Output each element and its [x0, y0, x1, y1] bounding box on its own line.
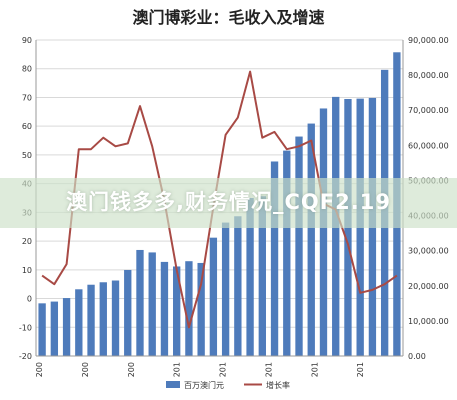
bar [173, 266, 181, 356]
bar [221, 222, 230, 356]
legend: 百万澳门元 增长率 [166, 380, 290, 390]
bar [270, 161, 279, 356]
bar [50, 301, 59, 356]
bar [111, 280, 120, 356]
left-tick-label: 90 [22, 36, 32, 45]
watermark-text: 澳门钱多多,财务情况_CQF2.19 [66, 190, 391, 214]
left-tick-label: -20 [19, 352, 32, 361]
right-tick-label: 70,000.00 [408, 106, 449, 115]
x-tick-label: 201 [173, 362, 182, 377]
chart-title: 澳门博彩业：毛收入及增速 [132, 8, 325, 27]
watermark-banner [0, 178, 457, 228]
x-tick-label: 200 [127, 362, 136, 377]
right-tick-label: 80,000.00 [408, 71, 449, 80]
legend-bar-swatch [166, 381, 180, 388]
x-axis: 200 200 200 201 201 201 201 201 [35, 355, 403, 377]
right-tick-label: 20,000.00 [408, 282, 449, 291]
right-tick-label: 0.00 [408, 352, 426, 361]
bar [136, 249, 144, 356]
left-tick-label: 70 [22, 93, 32, 102]
bar [209, 237, 218, 356]
bar [234, 216, 242, 356]
left-tick-label: -10 [19, 323, 32, 332]
bar [124, 269, 132, 356]
left-tick-label: 0 [27, 295, 32, 304]
right-tick-label: 30,000.00 [408, 247, 449, 256]
bar [319, 108, 328, 356]
x-tick-label: 201 [356, 362, 365, 377]
x-tick-label: 200 [35, 362, 44, 377]
x-tick-label: 201 [219, 362, 228, 377]
bar [148, 252, 156, 356]
bar [62, 298, 71, 356]
right-tick-label: 90,000.00 [408, 36, 449, 45]
right-tick-label: 10,000.00 [408, 317, 449, 326]
right-tick-label: 60,000.00 [408, 141, 449, 150]
x-tick-label: 200 [81, 362, 90, 377]
bar [87, 284, 95, 356]
x-tick-label: 201 [264, 362, 273, 377]
left-tick-label: 60 [22, 122, 32, 131]
legend-line-label: 增长率 [266, 380, 290, 390]
bar [38, 303, 46, 356]
legend-bar-label: 百万澳门元 [184, 380, 224, 390]
bar [246, 198, 254, 356]
left-tick-label: 10 [22, 266, 32, 275]
bar [75, 289, 83, 356]
bar [258, 196, 266, 356]
bar [99, 282, 107, 356]
left-tick-label: 20 [22, 237, 32, 246]
left-tick-label: 50 [22, 151, 32, 160]
bar [160, 261, 169, 356]
bar [283, 150, 291, 356]
left-tick-label: 80 [22, 65, 32, 74]
bar [307, 123, 315, 356]
bar [295, 136, 303, 356]
x-tick-label: 201 [310, 362, 319, 377]
bar [197, 262, 205, 356]
bar [185, 261, 193, 356]
